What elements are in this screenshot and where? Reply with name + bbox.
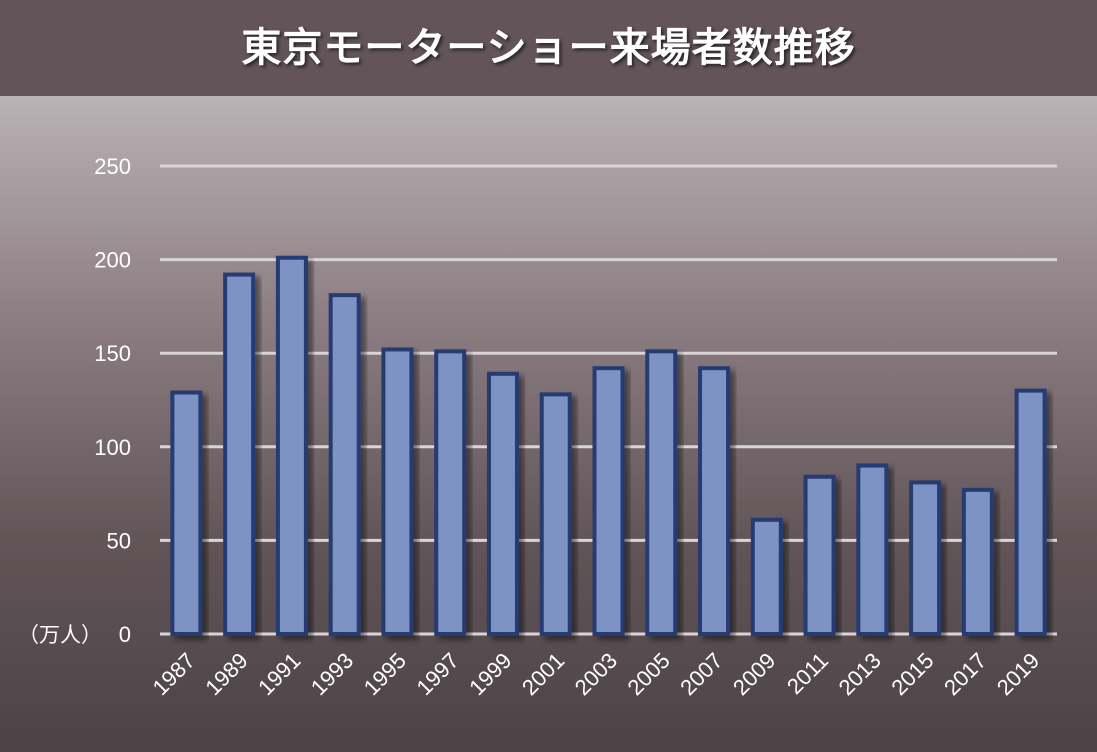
x-axis-ticks: 1987 1989 1991 1993 1995 1997 1999 2001 2003 2005… <box>148 648 1045 700</box>
x-tick-label: 1987 <box>148 648 200 700</box>
x-tick-label: 1989 <box>200 648 252 700</box>
bar-2015 <box>909 480 942 637</box>
bar-2009 <box>750 517 783 636</box>
x-tick-label: 2011 <box>782 648 833 699</box>
x-tick-label: 2003 <box>570 648 622 700</box>
x-tick-label: 1995 <box>359 648 411 700</box>
x-tick-label: 1997 <box>411 648 463 700</box>
bar-1999 <box>486 371 519 636</box>
title-bar: 東京モーターショー来場者数推移 <box>0 0 1097 96</box>
bar-2017 <box>961 487 994 636</box>
bar-2001 <box>539 392 572 636</box>
y-axis-ticks: 0 50 100 150 200 250 <box>94 154 131 647</box>
y-tick-label: 0 <box>119 622 131 647</box>
x-tick-label: 2017 <box>939 648 991 700</box>
bar-1987 <box>170 390 203 636</box>
x-tick-label: 1993 <box>306 648 358 700</box>
bar-1995 <box>381 347 414 636</box>
bar-1989 <box>223 272 256 636</box>
x-tick-label: 1991 <box>253 648 305 700</box>
y-tick-label: 50 <box>107 528 131 553</box>
bar-2005 <box>645 349 678 636</box>
gridlines <box>160 164 1057 636</box>
bar-1997 <box>434 349 467 636</box>
bar-2007 <box>698 366 731 636</box>
y-tick-label: 200 <box>94 248 131 273</box>
y-tick-label: 100 <box>94 435 131 460</box>
bar-1991 <box>275 255 308 636</box>
x-tick-label: 2009 <box>728 648 780 700</box>
bar-1993 <box>328 293 361 636</box>
bar-2003 <box>592 366 625 636</box>
bar-2011 <box>803 474 836 637</box>
x-tick-label: 2005 <box>623 648 675 700</box>
x-tick-label: 2019 <box>992 648 1044 700</box>
bars <box>170 255 1047 637</box>
x-tick-label: 2001 <box>517 648 569 700</box>
x-tick-label: 2015 <box>886 648 938 700</box>
y-unit-label: （万人） <box>18 623 102 647</box>
y-tick-label: 250 <box>94 154 131 179</box>
y-tick-label: 150 <box>94 341 131 366</box>
x-tick-label: 2007 <box>675 648 727 700</box>
bar-2013 <box>856 463 889 636</box>
chart-title: 東京モーターショー来場者数推移 <box>241 25 856 71</box>
x-tick-label: 1999 <box>464 648 516 700</box>
bar-2019 <box>1014 388 1047 637</box>
x-tick-label: 2013 <box>834 648 886 700</box>
